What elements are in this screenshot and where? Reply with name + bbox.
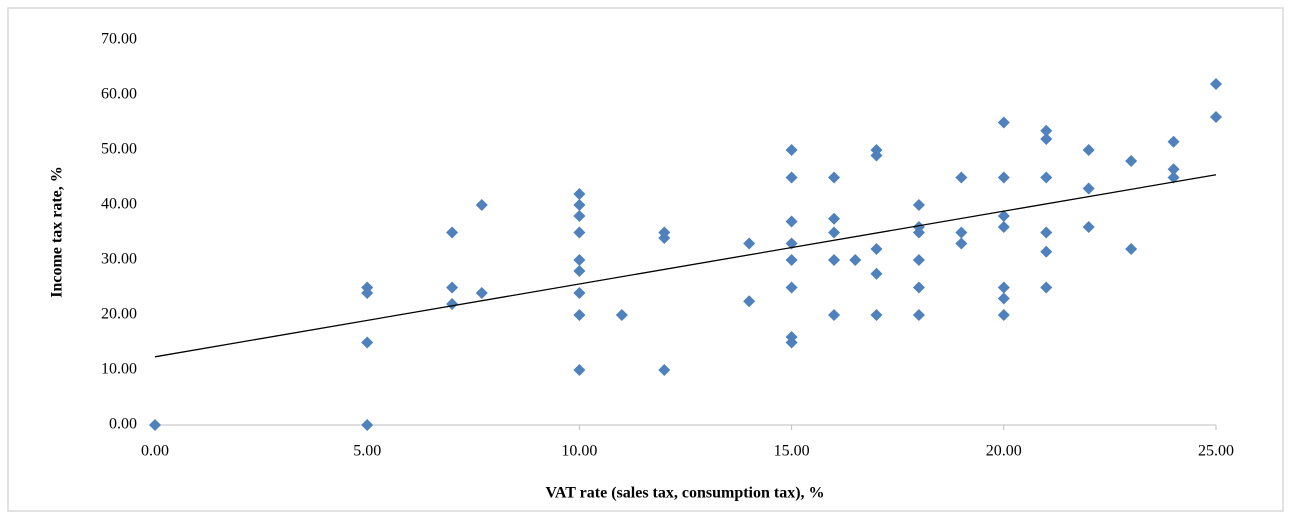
data-point [1125,243,1138,255]
y-axis-title: Income tax rate, % [49,166,66,298]
data-point [870,243,883,255]
data-point [446,226,459,239]
x-tick-label: 0.00 [141,443,169,460]
data-point [997,281,1010,294]
x-tick-label: 20.00 [986,443,1022,460]
data-point [785,144,798,156]
data-point [573,226,586,239]
data-point [1082,182,1095,195]
x-tick-label: 25.00 [1198,443,1234,460]
data-point [912,199,925,211]
y-tick-label: 0.00 [109,416,137,433]
data-point [1040,133,1053,145]
y-tick-label: 20.00 [101,306,137,323]
data-point [361,287,374,299]
data-point [785,336,798,349]
data-point [149,419,161,431]
data-point [1082,221,1095,233]
data-point [828,226,841,239]
data-point [573,364,586,376]
data-point [573,254,586,266]
data-point [573,309,586,321]
data-point [743,237,756,250]
data-point [785,281,798,294]
data-point [997,309,1010,321]
data-point [1040,226,1053,239]
y-tick-label: 50.00 [101,141,137,158]
data-point [361,419,374,431]
data-point [955,226,968,239]
data-point [849,254,862,266]
data-point [1040,281,1053,294]
data-point [658,232,671,244]
data-point [658,364,671,376]
trend-line [154,174,1217,358]
y-tick-label: 10.00 [101,361,137,378]
data-point [573,199,586,211]
x-tick-label: 10.00 [561,443,597,460]
data-point [785,254,798,266]
data-point [1167,163,1180,176]
data-point [785,171,798,184]
x-tick-label: 15.00 [774,443,810,460]
data-point [1040,245,1053,258]
data-point [997,116,1010,129]
data-point [573,287,586,299]
y-tick-label: 40.00 [101,196,137,213]
data-point [475,199,488,211]
data-point [997,292,1010,305]
data-point [1167,135,1180,148]
data-point [912,226,925,239]
y-tick-label: 70.00 [101,31,137,48]
data-point [573,210,586,222]
data-point [870,149,883,162]
data-point [912,254,925,266]
data-point [1040,124,1053,137]
y-tick-label: 60.00 [101,86,137,103]
data-point [870,309,883,321]
data-point [1210,78,1222,90]
chart-frame [7,7,1284,512]
data-point [573,188,586,200]
y-tick-label: 30.00 [101,251,137,268]
data-point [997,210,1010,222]
data-point [828,171,841,184]
data-point [573,265,586,277]
data-point [955,171,968,184]
data-point [1167,171,1180,184]
data-point [743,295,756,308]
data-point [475,287,488,299]
x-tick-label: 5.00 [353,443,381,460]
data-point [828,309,841,321]
data-point [828,254,841,266]
data-point [1125,155,1138,167]
data-point [955,237,968,250]
data-point [997,221,1010,233]
data-point [361,336,374,349]
data-point [446,281,459,294]
data-point [615,309,628,321]
data-point [912,309,925,321]
data-point [912,281,925,294]
data-point [870,267,883,280]
data-point [1082,144,1095,156]
data-point [1210,111,1222,123]
x-axis-title: VAT rate (sales tax, consumption tax), % [545,485,824,502]
data-point [828,212,841,225]
data-point [1040,171,1053,184]
data-point [785,215,798,228]
data-point [997,171,1010,184]
